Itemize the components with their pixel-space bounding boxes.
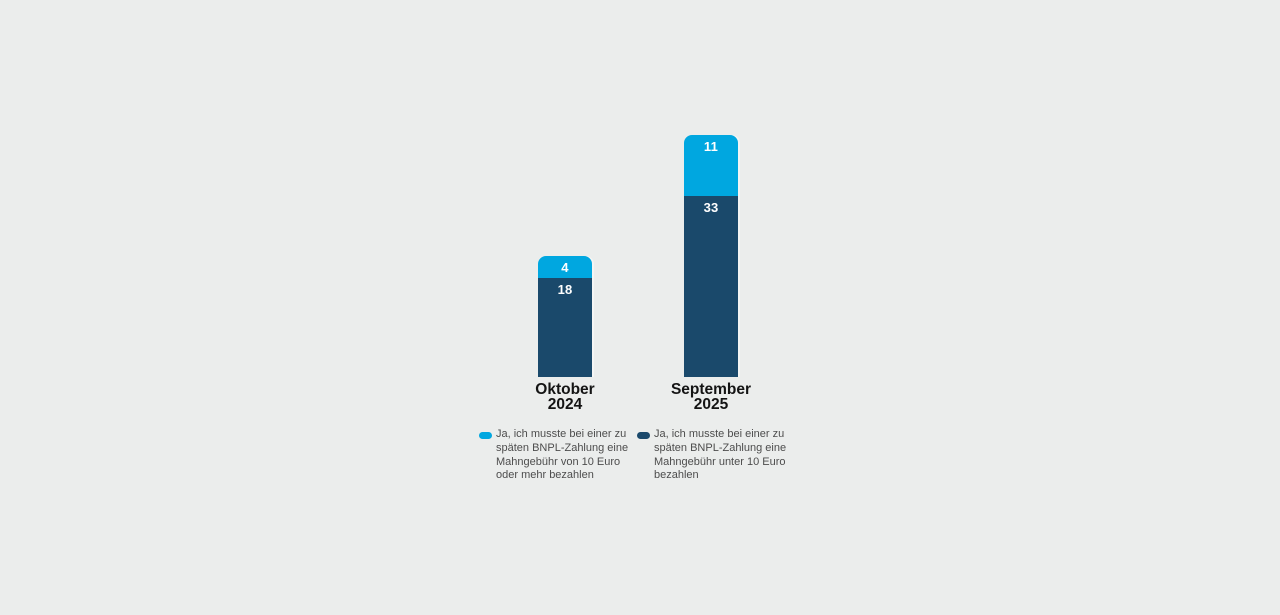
value-label: 33 bbox=[703, 199, 719, 215]
legend-item-fee-under-10-euro: Ja, ich musste bei einer zu späten BNPL-… bbox=[637, 428, 787, 483]
legend-item-fee-10-euro-or-more: Ja, ich musste bei einer zu späten BNPL-… bbox=[479, 428, 629, 483]
category-label-oktober-2024: Oktober 2024 bbox=[465, 381, 665, 413]
category-label-line: 2025 bbox=[693, 395, 729, 413]
bar-segment-fee-10-euro-or-more: 4 bbox=[538, 256, 592, 278]
category-label-line: 2024 bbox=[547, 395, 583, 413]
legend-label: Ja, ich musste bei einer zu späten BNPL-… bbox=[496, 428, 629, 482]
category-label-line: Oktober bbox=[535, 381, 595, 398]
bar-segment-fee-under-10-euro: 33 bbox=[684, 195, 738, 377]
value-label: 11 bbox=[703, 139, 719, 154]
category-label-september-2025: September 2025 bbox=[611, 381, 811, 413]
legend-marker-light-blue bbox=[479, 432, 492, 439]
category-label-line: September bbox=[670, 381, 752, 398]
bar-september-2025: 11 33 bbox=[684, 135, 738, 377]
legend-marker-dark-blue bbox=[637, 432, 650, 439]
bar-segment-fee-under-10-euro: 18 bbox=[538, 278, 592, 377]
bar-oktober-2024: 4 18 bbox=[538, 256, 592, 377]
legend-label: Ja, ich musste bei einer zu späten BNPL-… bbox=[654, 428, 787, 482]
bar-segment-fee-10-euro-or-more: 11 bbox=[684, 135, 738, 196]
value-label: 18 bbox=[557, 282, 573, 297]
value-label: 4 bbox=[561, 260, 569, 275]
